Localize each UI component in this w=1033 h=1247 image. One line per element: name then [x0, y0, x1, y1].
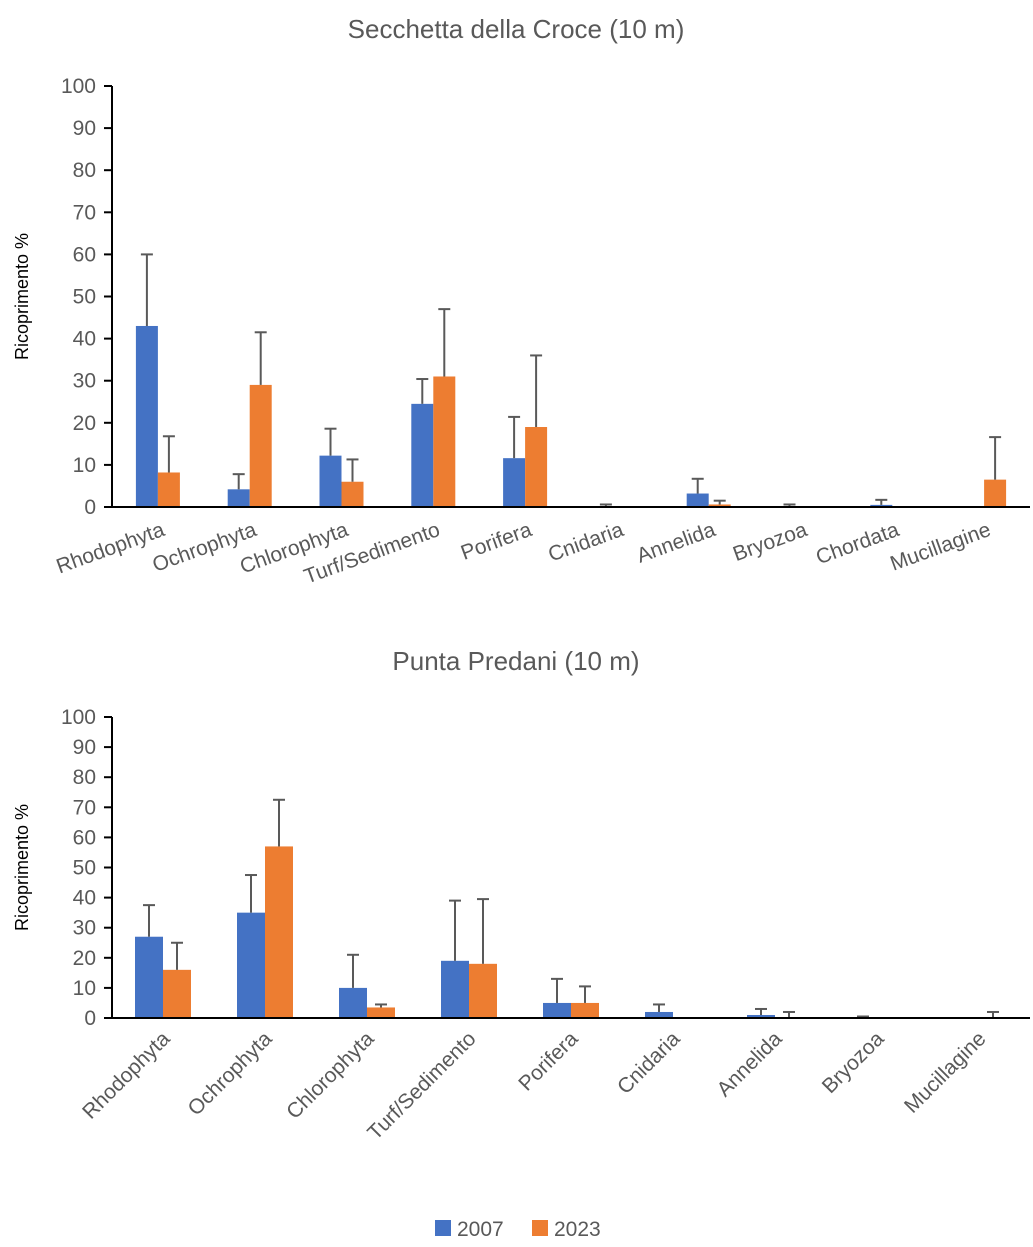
category-label: Mucillagine — [887, 518, 994, 576]
bar-2023 — [367, 1007, 395, 1018]
y-tick-label: 10 — [73, 454, 96, 477]
chart-title: Secchetta della Croce (10 m) — [348, 14, 685, 44]
bar-2023 — [525, 427, 548, 507]
category-label: Bryozoa — [730, 518, 811, 566]
y-tick-label: 10 — [73, 977, 96, 1000]
legend-swatch-2007 — [435, 1220, 451, 1236]
y-tick-label: 60 — [73, 243, 96, 266]
bar-2007 — [686, 493, 709, 507]
bar-2007 — [747, 1014, 775, 1018]
bar-2007 — [319, 455, 342, 507]
y-tick-label: 40 — [73, 887, 96, 910]
category-label: Porifera — [458, 518, 535, 565]
chart-secchetta-della-croce: Secchetta della Croce (10 m) Ricoprimento… — [12, 14, 1030, 589]
y-tick-label: 30 — [73, 917, 96, 940]
bar-2023 — [157, 472, 180, 507]
y-axis-label: Ricoprimento % — [12, 233, 32, 360]
category-label: Cnidaria — [545, 518, 627, 566]
bar-2007 — [237, 912, 265, 1018]
bar-2007 — [543, 1002, 571, 1018]
category-label: Ochrophyta — [184, 1027, 277, 1120]
y-tick-label: 100 — [61, 75, 96, 98]
y-tick-label: 50 — [73, 857, 96, 880]
y-tick-label: 70 — [73, 201, 96, 224]
category-label: Cnidaria — [613, 1027, 685, 1099]
y-tick-label: 90 — [73, 736, 96, 759]
chart-punta-predani: Punta Predani (10 m) Ricoprimento % 0 10 20 3… — [12, 646, 1030, 1145]
bar-2023 — [571, 1002, 599, 1018]
y-tick-label: 100 — [61, 706, 96, 729]
bar-2023 — [249, 384, 272, 507]
bar-2023 — [469, 963, 497, 1018]
category-label: Porifera — [514, 1027, 582, 1095]
legend-label: 2007 — [457, 1218, 504, 1241]
y-tick-label: 60 — [73, 826, 96, 849]
y-tick-label: 80 — [73, 159, 96, 182]
bar-2007 — [411, 403, 434, 507]
category-label: Mucillagine — [900, 1027, 991, 1118]
bar-2007 — [339, 987, 367, 1018]
y-tick-label: 70 — [73, 796, 96, 819]
category-label: Chlorophyta — [282, 1027, 379, 1124]
category-label: Annelida — [634, 518, 719, 568]
bar-2023 — [433, 376, 456, 507]
bar-2007 — [645, 1011, 673, 1018]
legend: 2007 2023 — [435, 1218, 601, 1241]
bar-2007 — [227, 489, 250, 507]
chart-title: Punta Predani (10 m) — [392, 646, 639, 676]
bar-2023 — [163, 969, 191, 1018]
bar-2007 — [870, 504, 893, 507]
bar-2007 — [135, 325, 158, 507]
bar-2023 — [984, 479, 1007, 507]
category-label: Annelida — [712, 1027, 786, 1101]
y-tick-label: 30 — [73, 370, 96, 393]
y-axis-label: Ricoprimento % — [12, 804, 32, 931]
y-tick-label: 20 — [73, 947, 96, 970]
bar-2023 — [265, 846, 293, 1018]
y-tick-label: 20 — [73, 412, 96, 435]
y-tick-label: 0 — [84, 496, 96, 519]
bar-2023 — [708, 504, 731, 507]
bar-2007 — [503, 458, 526, 507]
bar-2007 — [441, 960, 469, 1018]
legend-label: 2023 — [554, 1218, 601, 1241]
bar-2023 — [341, 481, 364, 507]
y-tick-label: 40 — [73, 328, 96, 351]
category-label: Rhodophyta — [53, 518, 168, 578]
y-tick-label: 0 — [84, 1007, 96, 1030]
y-tick-label: 50 — [73, 286, 96, 309]
legend-swatch-2023 — [532, 1220, 548, 1236]
category-label: Bryozoa — [818, 1027, 889, 1098]
category-label: Turf/Sedimento — [363, 1027, 480, 1144]
y-tick-label: 90 — [73, 117, 96, 140]
bar-2007 — [135, 936, 163, 1018]
y-tick-label: 80 — [73, 766, 96, 789]
category-label: Rhodophyta — [78, 1027, 175, 1124]
